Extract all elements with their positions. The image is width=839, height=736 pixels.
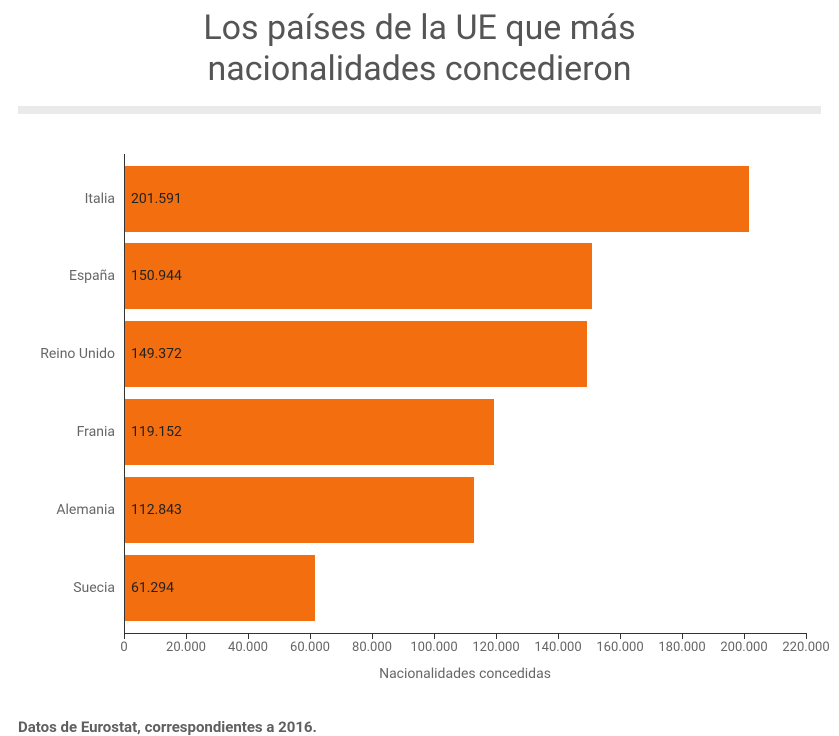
bar-value-label: 61.294 [131,580,174,596]
x-tick-label: 60.000 [290,640,330,655]
bar-row: Italia201.591 [125,166,806,232]
bar: 201.591 [125,166,749,232]
x-tick-label: 220.000 [782,640,829,655]
title-line-2: nacionalidades concedieron [207,49,631,89]
category-label: España [69,268,125,284]
bar-row: Reino Unido149.372 [125,321,806,387]
bar-row: Frania119.152 [125,399,806,465]
x-tick-mark [248,633,249,639]
category-label: Frania [77,424,125,440]
bar-value-label: 149.372 [131,346,182,362]
category-label: Italia [85,191,125,207]
x-tick-mark [620,633,621,639]
x-tick-mark [124,633,125,639]
chart-title: Los países de la UE que más nacionalidad… [0,0,839,106]
x-tick-label: 0 [120,640,127,655]
bar: 119.152 [125,399,494,465]
category-label: Alemania [56,502,125,518]
x-axis: 020.00040.00060.00080.000100.000120.0001… [124,634,806,658]
x-tick-mark [372,633,373,639]
x-tick-label: 100.000 [410,640,457,655]
x-tick-label: 200.000 [720,640,767,655]
bar: 112.843 [125,477,474,543]
x-tick-label: 160.000 [596,640,643,655]
title-divider [18,106,821,114]
bar: 149.372 [125,321,587,387]
source-footnote: Datos de Eurostat, correspondientes a 20… [0,682,839,736]
bar-value-label: 119.152 [131,424,182,440]
x-tick-mark [186,633,187,639]
category-label: Reino Unido [40,346,125,362]
x-tick-mark [310,633,311,639]
x-tick-mark [682,633,683,639]
category-label: Suecia [73,580,125,596]
x-tick-mark [434,633,435,639]
chart-container: Los países de la UE que más nacionalidad… [0,0,839,736]
bar-value-label: 112.843 [131,502,182,518]
x-axis-label: Nacionalidades concedidas [124,666,806,682]
bar-row: Alemania112.843 [125,477,806,543]
plot-area: Italia201.591 España150.944 Reino Unido149… [124,154,806,634]
x-tick-label: 40.000 [228,640,268,655]
x-tick-label: 140.000 [534,640,581,655]
x-tick-label: 180.000 [658,640,705,655]
x-tick-mark [496,633,497,639]
x-tick-label: 80.000 [352,640,392,655]
bar-row: España150.944 [125,243,806,309]
chart-area: Italia201.591España150.944Reino Unido149… [22,154,817,682]
x-tick-mark [744,633,745,639]
x-tick-mark [558,633,559,639]
x-tick-label: 20.000 [166,640,206,655]
bar: 61.294 [125,555,315,621]
bar-row: Suecia61.294 [125,555,806,621]
bar: 150.944 [125,243,592,309]
x-tick-label: 120.000 [472,640,519,655]
bars-group: Italia201.591 España150.944 Reino Unido149… [125,154,806,633]
bar-value-label: 150.944 [131,268,182,284]
title-line-1: Los países de la UE que más [203,8,635,48]
x-tick-mark [806,633,807,639]
bar-value-label: 201.591 [131,191,182,207]
